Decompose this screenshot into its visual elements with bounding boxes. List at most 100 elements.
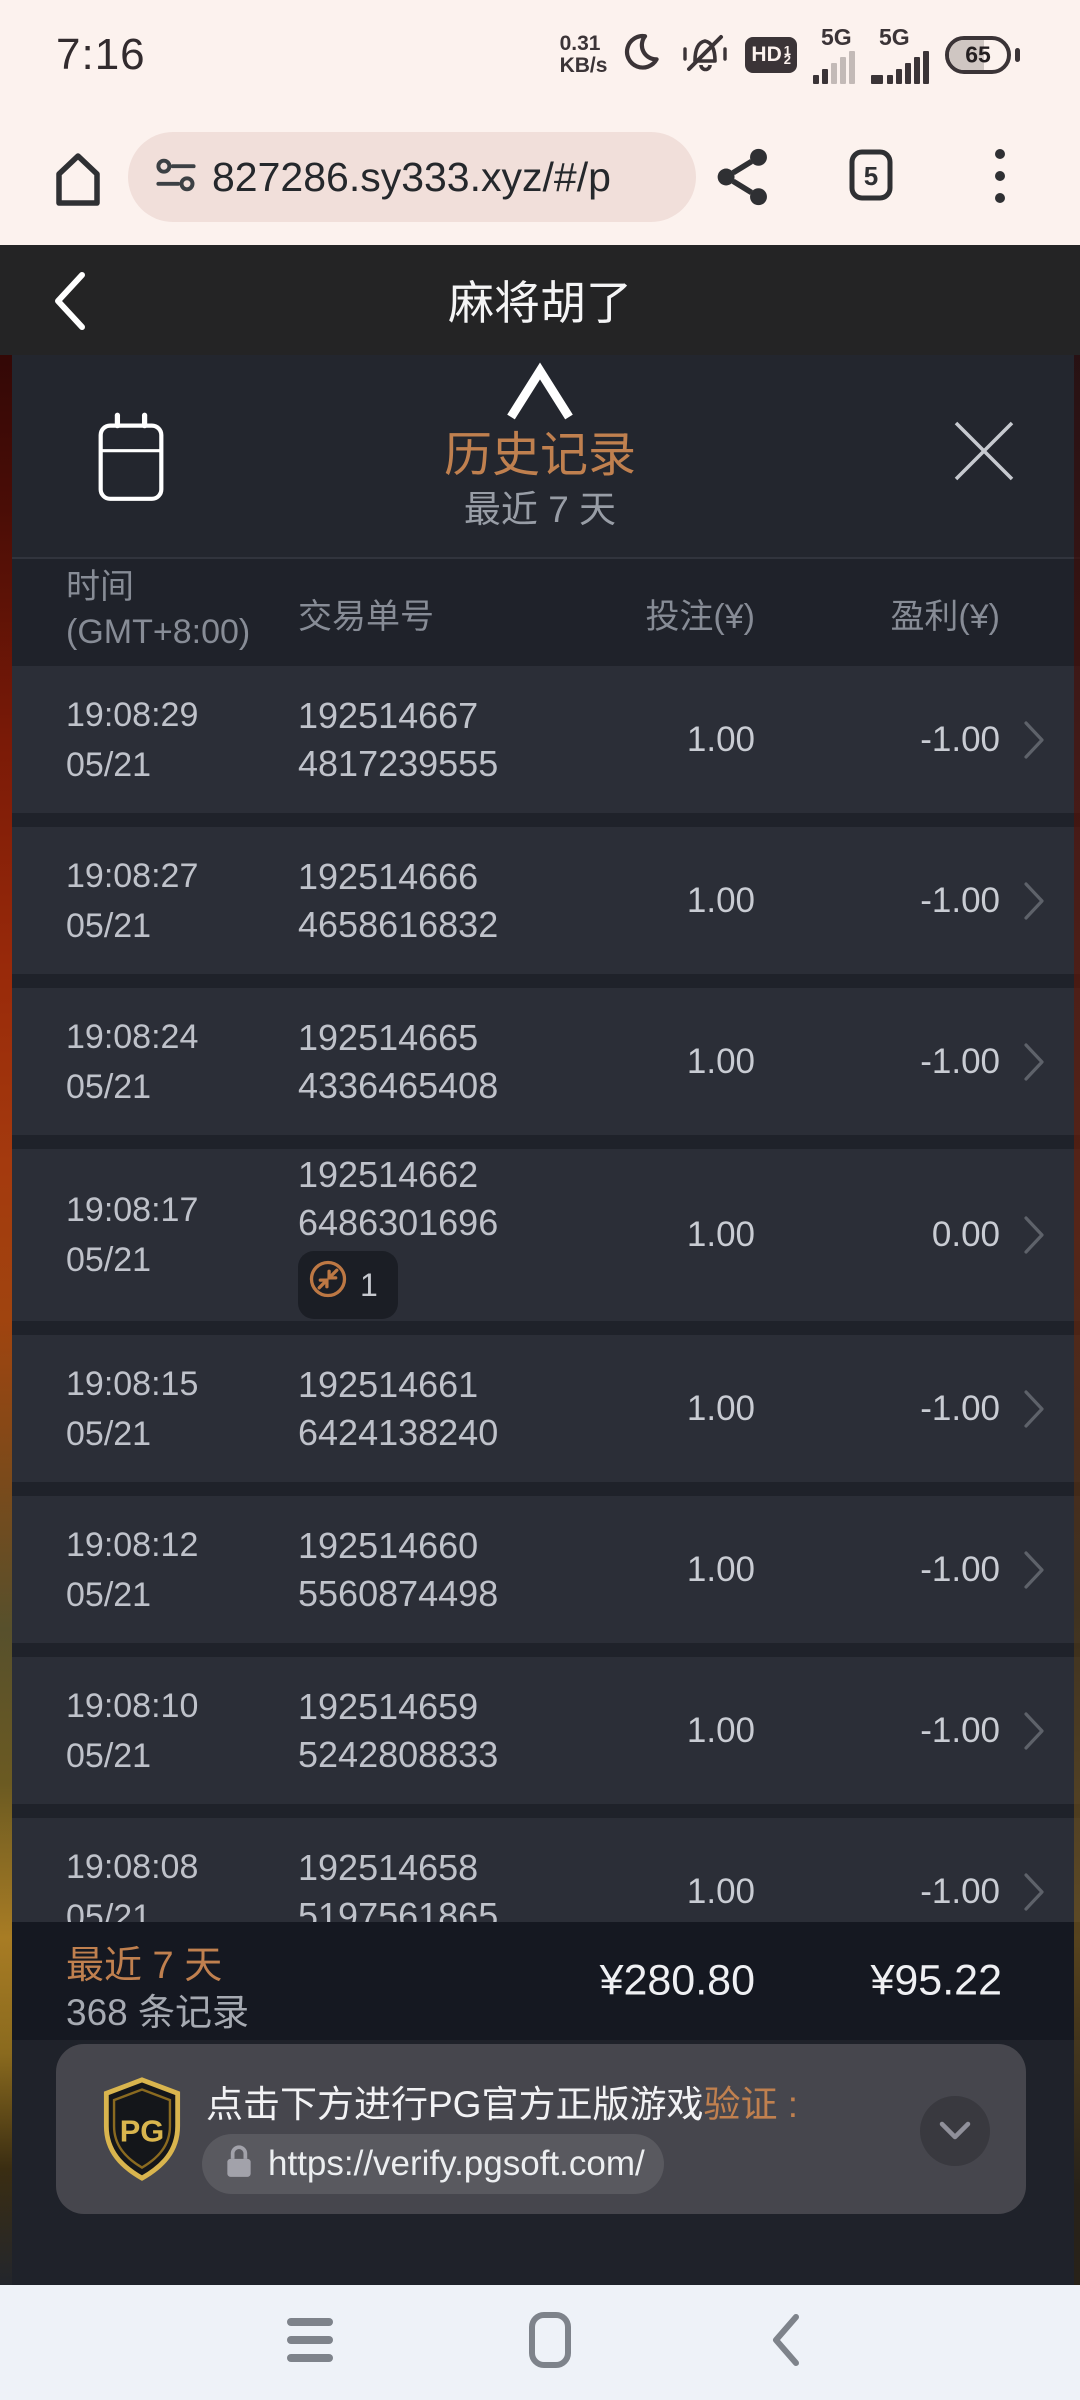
row-profit: -1.00 (920, 1549, 1000, 1589)
table-row[interactable]: 19:08:29 05/21 192514667 4817239555 1.00… (0, 666, 1080, 813)
sim1-signal-icon: 5G (813, 26, 855, 84)
row-bet: 1.00 (686, 1215, 755, 1254)
game-title: 麻将胡了 (448, 277, 632, 329)
status-icons: 0.31 KB/s HD 1 2 (560, 0, 1020, 110)
url-bar[interactable]: 827286.sy333.xyz/#/p (128, 132, 696, 222)
table-row[interactable]: 19:08:12 05/21 192514660 5560874498 1.00… (0, 1496, 1080, 1643)
table-row[interactable]: 19:08:17 05/21 192514662 6486301696 1 (0, 1149, 1080, 1321)
row-bet: 1.00 (686, 880, 755, 920)
chevron-right-icon (1022, 1710, 1048, 1752)
history-range-label: 最近 7 天 (463, 489, 617, 530)
table-row[interactable]: 19:08:27 05/21 192514666 4658616832 1.00… (0, 827, 1080, 974)
close-icon[interactable] (946, 413, 1022, 489)
table-row[interactable]: 19:08:15 05/21 192514661 6424138240 1.00… (0, 1335, 1080, 1482)
row-bet: 1.00 (686, 1388, 755, 1428)
home-button[interactable] (46, 146, 110, 210)
row-profit: -1.00 (920, 1041, 1000, 1081)
android-nav-bar (0, 2285, 1080, 2400)
chevron-right-icon (1022, 1871, 1048, 1913)
summary-count: 368 条记录 (66, 1992, 250, 2033)
row-bet: 1.00 (686, 1549, 755, 1589)
table-row[interactable]: 19:08:24 05/21 192514665 4336465408 1.00… (0, 988, 1080, 1135)
summary-total-bet: ¥280.80 (599, 1956, 755, 2005)
row-time: 19:08:24 05/21 (66, 1017, 199, 1106)
history-header: 历史记录 最近 7 天 (0, 355, 1080, 557)
site-settings-icon[interactable] (154, 155, 198, 200)
free-spins-icon (306, 1257, 350, 1313)
row-time: 19:08:15 05/21 (66, 1364, 199, 1453)
pg-verify-url: https://verify.pgsoft.com/ (268, 2144, 645, 2183)
pg-logo-shield: PG (98, 2076, 186, 2182)
row-bet: 1.00 (686, 1710, 755, 1750)
chevron-right-icon (1022, 1214, 1048, 1256)
col-profit-header: 盈利(¥) (890, 598, 1000, 636)
sim2-signal-icon: 5G (871, 26, 929, 84)
collapse-chevron-icon[interactable] (503, 361, 577, 425)
row-profit: -1.00 (920, 1388, 1000, 1428)
browser-toolbar: 827286.sy333.xyz/#/p 5 (0, 110, 1080, 245)
mute-vibrate-icon (681, 31, 729, 80)
row-bet: 1.00 (686, 1041, 755, 1081)
free-spins-badge: 1 (298, 1251, 398, 1319)
table-header: 时间 (GMT+8:00) 交易单号 投注(¥) 盈利(¥) (0, 559, 1080, 652)
battery-nub (1015, 48, 1020, 62)
row-time: 19:08:08 05/21 (66, 1847, 199, 1923)
game-background-strip-left (0, 355, 12, 2285)
night-mode-icon (623, 32, 665, 79)
game-header: 麻将胡了 (0, 245, 1080, 355)
col-bet-header: 投注(¥) (645, 598, 755, 636)
row-time: 19:08:12 05/21 (66, 1525, 199, 1614)
lock-icon (224, 2144, 254, 2185)
network-speed: 0.31 KB/s (560, 33, 608, 77)
history-title: 历史记录 (443, 429, 636, 482)
chevron-right-icon (1022, 880, 1048, 922)
col-time-header: 时间 (GMT+8:00) (66, 568, 251, 651)
table-row[interactable]: 19:08:10 05/21 192514659 5242808833 1.00… (0, 1657, 1080, 1804)
svg-text:5: 5 (864, 161, 878, 191)
pg-verify-link[interactable]: https://verify.pgsoft.com/ (202, 2134, 664, 2194)
row-order: 192514665 4336465408 (298, 1016, 499, 1106)
row-order: 192514658 5197561865 (298, 1846, 499, 1923)
url-text: 827286.sy333.xyz/#/p (212, 153, 611, 200)
summary-period: 最近 7 天 (66, 1945, 223, 1987)
expand-chevron-button[interactable] (920, 2096, 990, 2166)
chevron-right-icon (1022, 1549, 1048, 1591)
col-order-header: 交易单号 (298, 598, 434, 636)
row-bet: 1.00 (686, 1871, 755, 1911)
back-nav-button[interactable] (766, 2311, 806, 2369)
tab-switcher-button[interactable]: 5 (846, 142, 896, 208)
row-order: 192514661 6424138240 (298, 1363, 499, 1453)
clock: 7:16 (56, 30, 146, 79)
table-row[interactable]: 19:08:08 05/21 192514658 5197561865 1.00… (0, 1818, 1080, 1922)
history-panel: 历史记录 最近 7 天 时间 (GMT+8:00) 交易单号 投注(¥) 盈利(… (0, 355, 1080, 2285)
row-time: 19:08:27 05/21 (66, 856, 199, 945)
calendar-icon[interactable] (96, 411, 166, 503)
summary-bar: 最近 7 天 368 条记录 ¥280.80 ¥95.22 (0, 1922, 1080, 2040)
row-order: 192514667 4817239555 (298, 694, 499, 784)
summary-total-profit: ¥95.22 (870, 1956, 1002, 2005)
row-time: 19:08:17 05/21 (66, 1191, 199, 1279)
row-profit: -1.00 (920, 880, 1000, 920)
share-button[interactable] (712, 146, 774, 208)
hd-voice-icon: HD 1 2 (745, 37, 797, 73)
net-speed-unit: KB/s (559, 54, 608, 77)
net-speed-value: 0.31 (559, 32, 601, 55)
row-profit: -1.00 (920, 1871, 1000, 1911)
history-rows: 19:08:29 05/21 192514667 4817239555 1.00… (0, 652, 1080, 1922)
game-background-strip-right (1074, 355, 1080, 2285)
battery-icon: 65 (945, 36, 1011, 74)
browser-menu-button[interactable] (982, 138, 1018, 214)
row-profit: -1.00 (920, 1710, 1000, 1750)
row-profit: 0.00 (931, 1215, 1000, 1254)
row-bet: 1.00 (686, 719, 755, 759)
pg-verify-card[interactable]: PG 点击下方进行PG官方正版游戏验证 : https://verify.pgs… (56, 2044, 1026, 2214)
row-order: 192514660 5560874498 (298, 1524, 499, 1614)
home-nav-button[interactable] (528, 2311, 572, 2369)
row-order: 192514659 5242808833 (298, 1685, 499, 1775)
back-button[interactable] (46, 269, 94, 333)
row-time: 19:08:29 05/21 (66, 695, 199, 784)
recents-button[interactable] (287, 2309, 333, 2371)
divider (0, 557, 1080, 559)
row-order: 192514662 6486301696 1 (298, 1151, 498, 1319)
